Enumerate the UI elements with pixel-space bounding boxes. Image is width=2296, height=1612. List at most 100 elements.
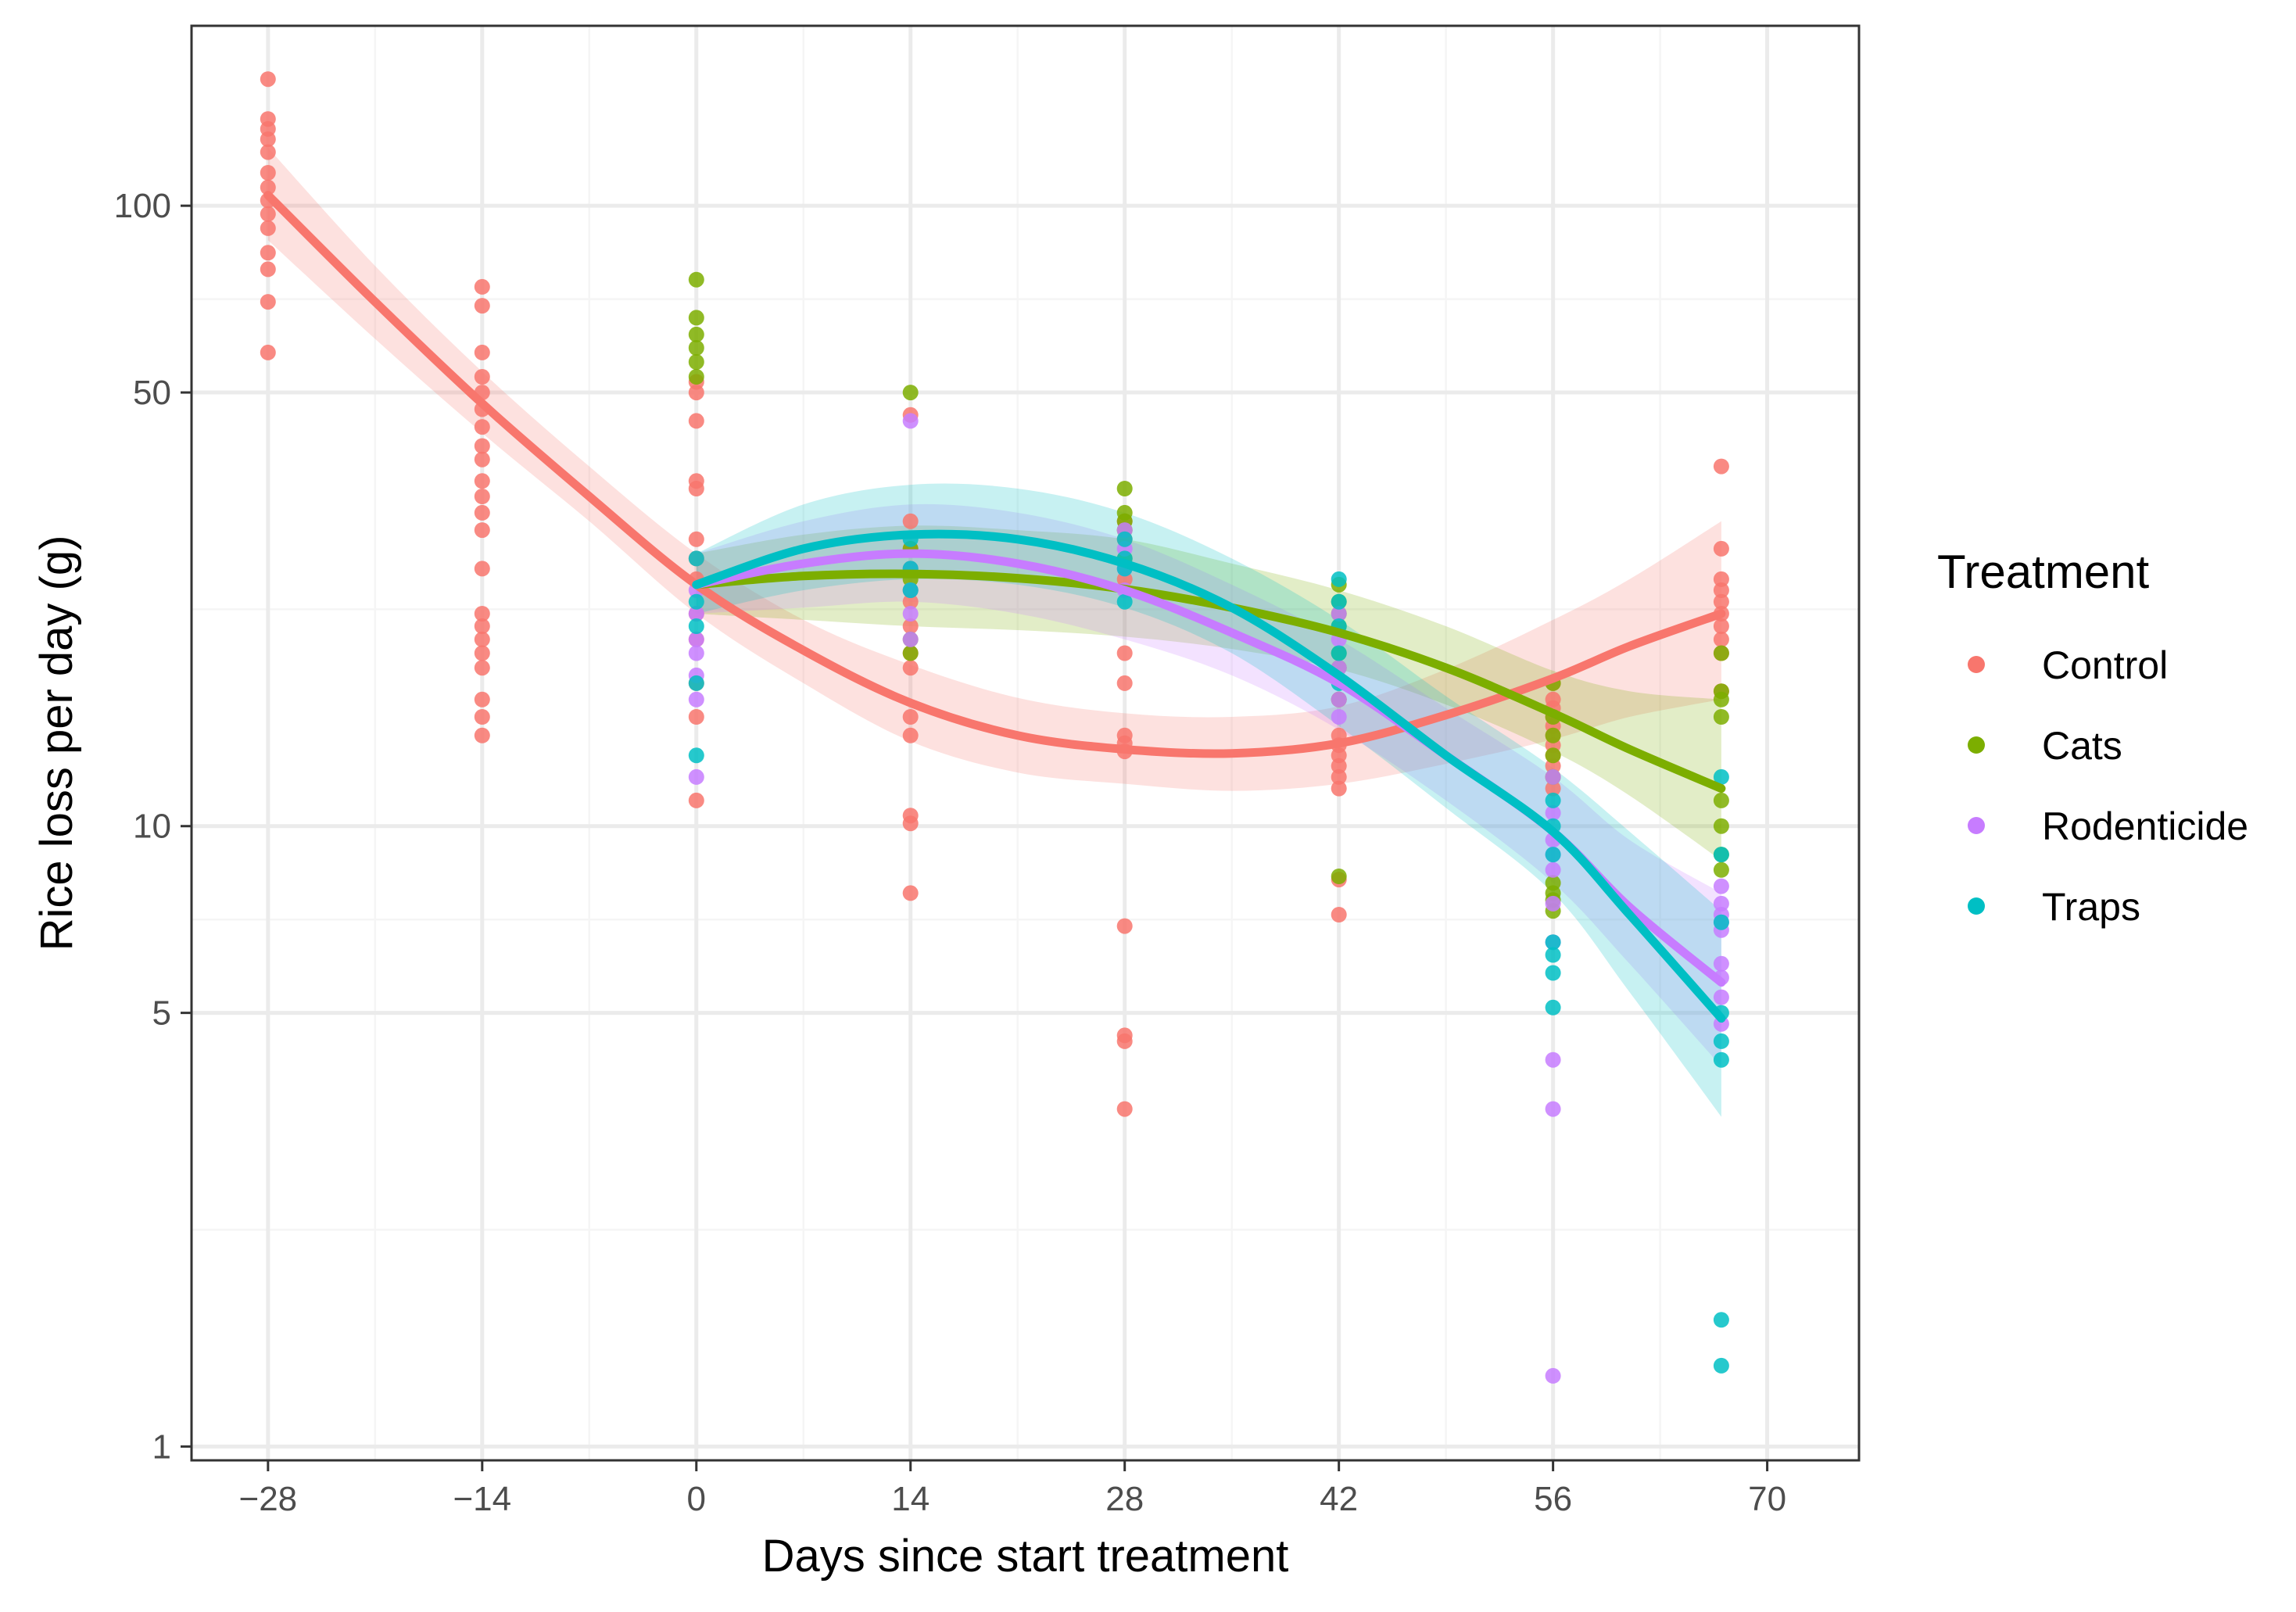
data-point bbox=[1713, 955, 1729, 972]
data-point bbox=[1713, 540, 1729, 557]
data-point bbox=[902, 606, 919, 622]
y-tick-label: 1 bbox=[152, 1428, 171, 1466]
data-point bbox=[902, 815, 919, 832]
data-point bbox=[1713, 691, 1729, 707]
data-point bbox=[1331, 780, 1347, 797]
data-point bbox=[1713, 862, 1729, 878]
data-point bbox=[1545, 999, 1561, 1016]
data-point bbox=[688, 606, 704, 622]
data-point bbox=[688, 645, 704, 661]
data-point bbox=[474, 298, 490, 314]
data-point bbox=[688, 531, 704, 547]
data-point bbox=[1713, 571, 1729, 587]
data-point bbox=[260, 165, 276, 181]
data-point bbox=[1545, 947, 1561, 963]
legend-label-cats: Cats bbox=[2042, 724, 2122, 768]
legend-label-rodenticide: Rodenticide bbox=[2042, 804, 2248, 848]
data-point bbox=[1331, 606, 1347, 622]
x-tick-label: −14 bbox=[453, 1480, 511, 1518]
data-point bbox=[688, 768, 704, 785]
data-point bbox=[1545, 1101, 1561, 1117]
data-point bbox=[1116, 645, 1133, 661]
data-point bbox=[902, 727, 919, 743]
data-point bbox=[1331, 758, 1347, 774]
fit-lines bbox=[263, 191, 1726, 1023]
data-point bbox=[1545, 747, 1561, 764]
fit-line-control bbox=[263, 191, 1726, 758]
data-point bbox=[1116, 675, 1133, 691]
data-point bbox=[474, 522, 490, 539]
data-point bbox=[474, 451, 490, 467]
x-tick-label: 56 bbox=[1534, 1480, 1572, 1518]
data-point bbox=[688, 631, 704, 647]
x-tick-label: −28 bbox=[239, 1480, 298, 1518]
y-tick-label: 10 bbox=[133, 808, 171, 846]
data-point bbox=[1545, 895, 1561, 912]
data-point bbox=[1713, 818, 1729, 834]
legend-title: Treatment bbox=[1937, 546, 2150, 598]
data-point bbox=[688, 413, 704, 429]
data-point bbox=[1713, 768, 1729, 785]
data-point bbox=[474, 691, 490, 707]
x-tick-label: 14 bbox=[891, 1480, 930, 1518]
legend-key-control bbox=[1968, 656, 1985, 673]
data-point bbox=[474, 618, 490, 634]
data-point bbox=[688, 369, 704, 385]
data-point bbox=[1713, 989, 1729, 1005]
data-point bbox=[1713, 1033, 1729, 1049]
data-point bbox=[1713, 709, 1729, 725]
data-point bbox=[474, 709, 490, 725]
data-point bbox=[1713, 1051, 1729, 1068]
data-point bbox=[688, 593, 704, 610]
legend-item-traps: Traps bbox=[1968, 885, 2140, 929]
data-point bbox=[1331, 571, 1347, 587]
data-point bbox=[902, 645, 919, 661]
data-point bbox=[474, 606, 490, 622]
data-point bbox=[260, 344, 276, 360]
data-point bbox=[688, 271, 704, 288]
data-point bbox=[688, 618, 704, 634]
data-point bbox=[902, 709, 919, 725]
data-point bbox=[902, 618, 919, 634]
data-point bbox=[1116, 531, 1133, 547]
data-point bbox=[1545, 727, 1561, 743]
data-point bbox=[474, 369, 490, 385]
data-point bbox=[1331, 768, 1347, 785]
data-point bbox=[1713, 1357, 1729, 1374]
data-point bbox=[902, 582, 919, 598]
data-point bbox=[1713, 618, 1729, 634]
data-point bbox=[260, 179, 276, 195]
data-point bbox=[1331, 691, 1347, 707]
x-axis-title: Days since start treatment bbox=[762, 1531, 1289, 1582]
data-point bbox=[902, 413, 919, 429]
data-point bbox=[902, 631, 919, 647]
legend: Treatment Control Cats Rodenticide Traps bbox=[1937, 546, 2248, 929]
data-point bbox=[260, 294, 276, 310]
data-point bbox=[260, 261, 276, 278]
legend-item-rodenticide: Rodenticide bbox=[1968, 804, 2248, 848]
legend-key-traps bbox=[1968, 897, 1985, 915]
data-point bbox=[474, 419, 490, 435]
data-point bbox=[474, 438, 490, 454]
data-point bbox=[474, 489, 490, 504]
data-point bbox=[902, 593, 919, 610]
data-point bbox=[1331, 869, 1347, 884]
axes: −28 −14 0 14 28 42 56 70 1 5 10 50 100 bbox=[114, 187, 1786, 1518]
data-point bbox=[1545, 934, 1561, 951]
data-point bbox=[1713, 792, 1729, 808]
panel-border bbox=[190, 24, 1861, 1462]
data-point bbox=[1545, 1367, 1561, 1384]
data-point bbox=[1116, 918, 1133, 934]
data-point bbox=[260, 144, 276, 160]
data-point bbox=[1545, 780, 1561, 797]
data-point bbox=[474, 645, 490, 661]
data-point bbox=[260, 71, 276, 88]
data-point bbox=[1545, 768, 1561, 785]
points-rodenticide bbox=[688, 413, 1729, 1384]
data-point bbox=[474, 631, 490, 647]
data-point bbox=[1545, 1051, 1561, 1068]
data-point bbox=[1545, 862, 1561, 878]
y-axis-title: Rice loss per day (g) bbox=[31, 536, 82, 951]
x-tick-label: 42 bbox=[1320, 1480, 1358, 1518]
data-point bbox=[474, 660, 490, 676]
